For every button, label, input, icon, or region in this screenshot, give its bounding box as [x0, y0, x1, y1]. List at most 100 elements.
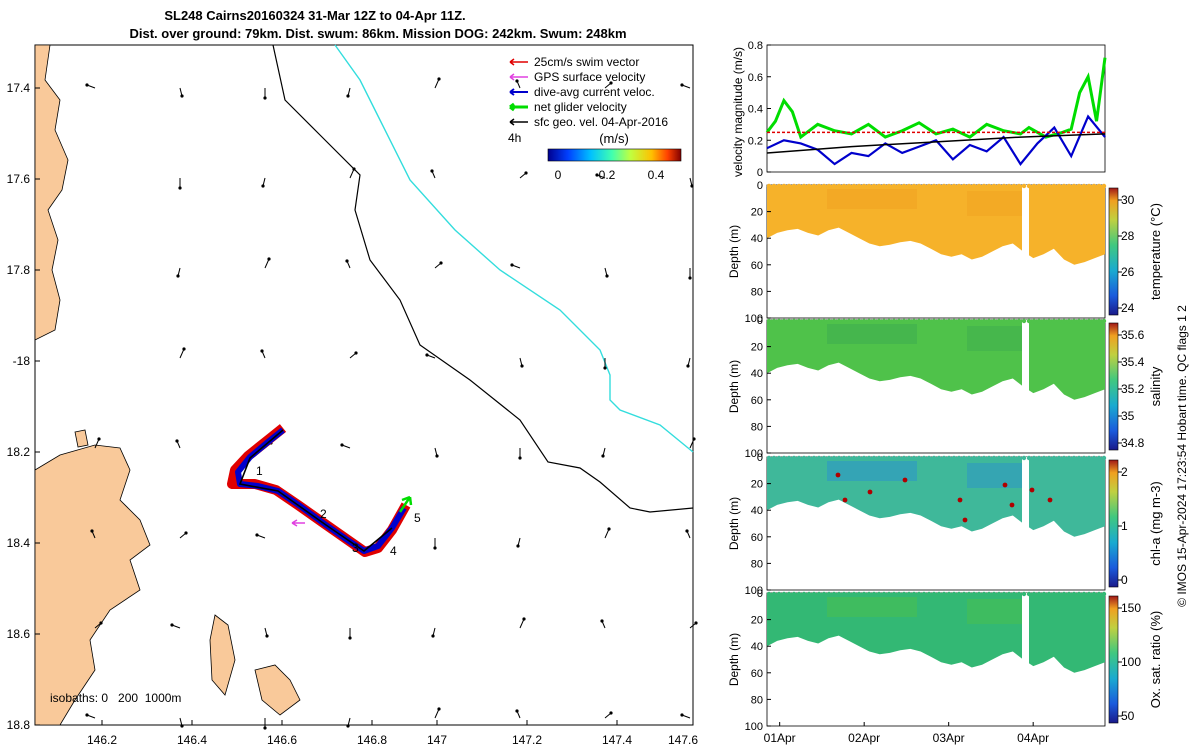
geo-velocity-arrow-head [437, 707, 441, 711]
section-surface-dot [851, 318, 857, 324]
section-surface-dot [936, 318, 942, 324]
geo-velocity-arrow-head [260, 349, 264, 353]
isobath-note: isobaths: 0 200 1000m [50, 691, 181, 705]
section-surface-dot [1006, 455, 1012, 461]
section-colorbar-tick-label: 150 [1121, 601, 1141, 615]
section-surface-dot [846, 318, 852, 324]
section-surface-dot [1016, 591, 1022, 597]
section-surface-dot [941, 591, 947, 597]
section-y-tick-label: 80 [751, 694, 763, 706]
geo-velocity-arrow-head [176, 274, 180, 278]
section-surface-dot [956, 183, 962, 189]
section-surface-dot [816, 455, 822, 461]
section-surface-dot [871, 183, 877, 189]
section-surface-dot [861, 183, 867, 189]
section-surface-dot [791, 591, 797, 597]
waypoint-label-3: 3 [352, 541, 359, 555]
map-x-tick-label: 146.2 [87, 733, 117, 747]
section-surface-dot [1076, 183, 1082, 189]
geo-velocity-arrow-head [90, 529, 94, 533]
geo-velocity-arrow-head [600, 619, 604, 623]
legend-swatch-swim [509, 58, 528, 66]
section-surface-dot [931, 183, 937, 189]
section-surface-dot [851, 591, 857, 597]
section-surface-dot [796, 183, 802, 189]
section-surface-dot [831, 591, 837, 597]
section-surface-dot [1001, 318, 1007, 324]
section-surface-dot [1011, 183, 1017, 189]
waypoint-label-4: 4 [390, 544, 397, 558]
section-colorbar-tick-label: 34.8 [1121, 436, 1145, 450]
section-surface-dot [801, 183, 807, 189]
geo-velocity-arrow-head [510, 263, 514, 267]
glider-track-black [238, 429, 393, 552]
section-surface-dot [776, 318, 782, 324]
geo-velocity-arrow-head [685, 529, 689, 533]
section-y-tick-label: 100 [745, 448, 763, 460]
map-x-tick-label: 146.8 [357, 733, 387, 747]
geo-velocity-arrow-head [603, 366, 607, 370]
section-y-tick-label: 40 [751, 505, 763, 517]
section-surface-dot [1061, 455, 1067, 461]
section-surface-dot [1016, 318, 1022, 324]
section-surface-dot [771, 318, 777, 324]
land-area [34, 44, 301, 726]
section-colorbar-tick-label: 100 [1121, 655, 1141, 669]
section-surface-dot [966, 455, 972, 461]
section-surface-dot [1046, 318, 1052, 324]
chl-a-high-dot [842, 497, 848, 503]
section-surface-dot [996, 183, 1002, 189]
geo-velocity-arrow [604, 528, 610, 539]
map-y-tick-label: 18.6 [7, 627, 31, 641]
geo-velocity-arrow-head [430, 169, 434, 173]
section-surface-dot [1021, 183, 1027, 189]
section-colorbar-tick-label: 30 [1121, 193, 1135, 207]
section-surface-dot [901, 183, 907, 189]
section-surface-dot [986, 318, 992, 324]
section-surface-dot [876, 183, 882, 189]
section-y-tick-label: 60 [751, 532, 763, 544]
section-surface-dot [901, 455, 907, 461]
section-y-tick-label: 80 [751, 558, 763, 570]
section-surface-dot [1096, 318, 1102, 324]
section-surface-dot [831, 455, 837, 461]
section-surface-dot [951, 591, 957, 597]
section-surface-dot [866, 455, 872, 461]
section-surface-dot [876, 455, 882, 461]
section-surface-dot [1021, 591, 1027, 597]
map-x-tick-label: 147.4 [602, 733, 632, 747]
section-surface-dot [1021, 455, 1027, 461]
velocity-y-axis: 0 0.2 0.4 0.6 0.8 [748, 40, 771, 179]
section-surface-dot [896, 455, 902, 461]
geo-velocity-arrow-head [694, 621, 698, 625]
section-colorbar-tick-label: 35.2 [1121, 382, 1145, 396]
isobath-200m [272, 44, 694, 513]
section-surface-dot [836, 183, 842, 189]
geo-velocity-arrow-head [425, 353, 429, 357]
section-surface-dot [1006, 591, 1012, 597]
land-polygon-2 [254, 664, 301, 716]
geo-velocity-arrow-head [524, 171, 528, 175]
geo-velocity-arrow-head [605, 274, 609, 278]
velocity-y-tick-label: 0 [757, 167, 763, 179]
section-surface-dot [776, 591, 782, 597]
section-surface-dot [1051, 455, 1057, 461]
legend-swatch-gps [509, 73, 528, 81]
section-surface-dot [811, 318, 817, 324]
section-surface-dot [876, 591, 882, 597]
geo-velocity-arrow-head [255, 533, 259, 537]
section-surface-dot [931, 318, 937, 324]
section-surface-dot [796, 591, 802, 597]
section-surface-dot [856, 183, 862, 189]
section-surface-dot [926, 318, 932, 324]
section-surface-dot [1066, 455, 1072, 461]
section-data-patch [967, 599, 1027, 624]
section-colorbar-label: salinity [1148, 366, 1163, 406]
map-panel: 1 2 3 4 5 25cm/s swim vector GPS surface… [7, 44, 698, 747]
section-y-tick-label: 100 [745, 313, 763, 325]
section-surface-dot [901, 591, 907, 597]
section-surface-dot [931, 591, 937, 597]
section-y-tick-label: 0 [757, 315, 763, 327]
colorbar-unit-label: (m/s) [599, 131, 629, 146]
section-y-tick-label: 60 [751, 260, 763, 272]
